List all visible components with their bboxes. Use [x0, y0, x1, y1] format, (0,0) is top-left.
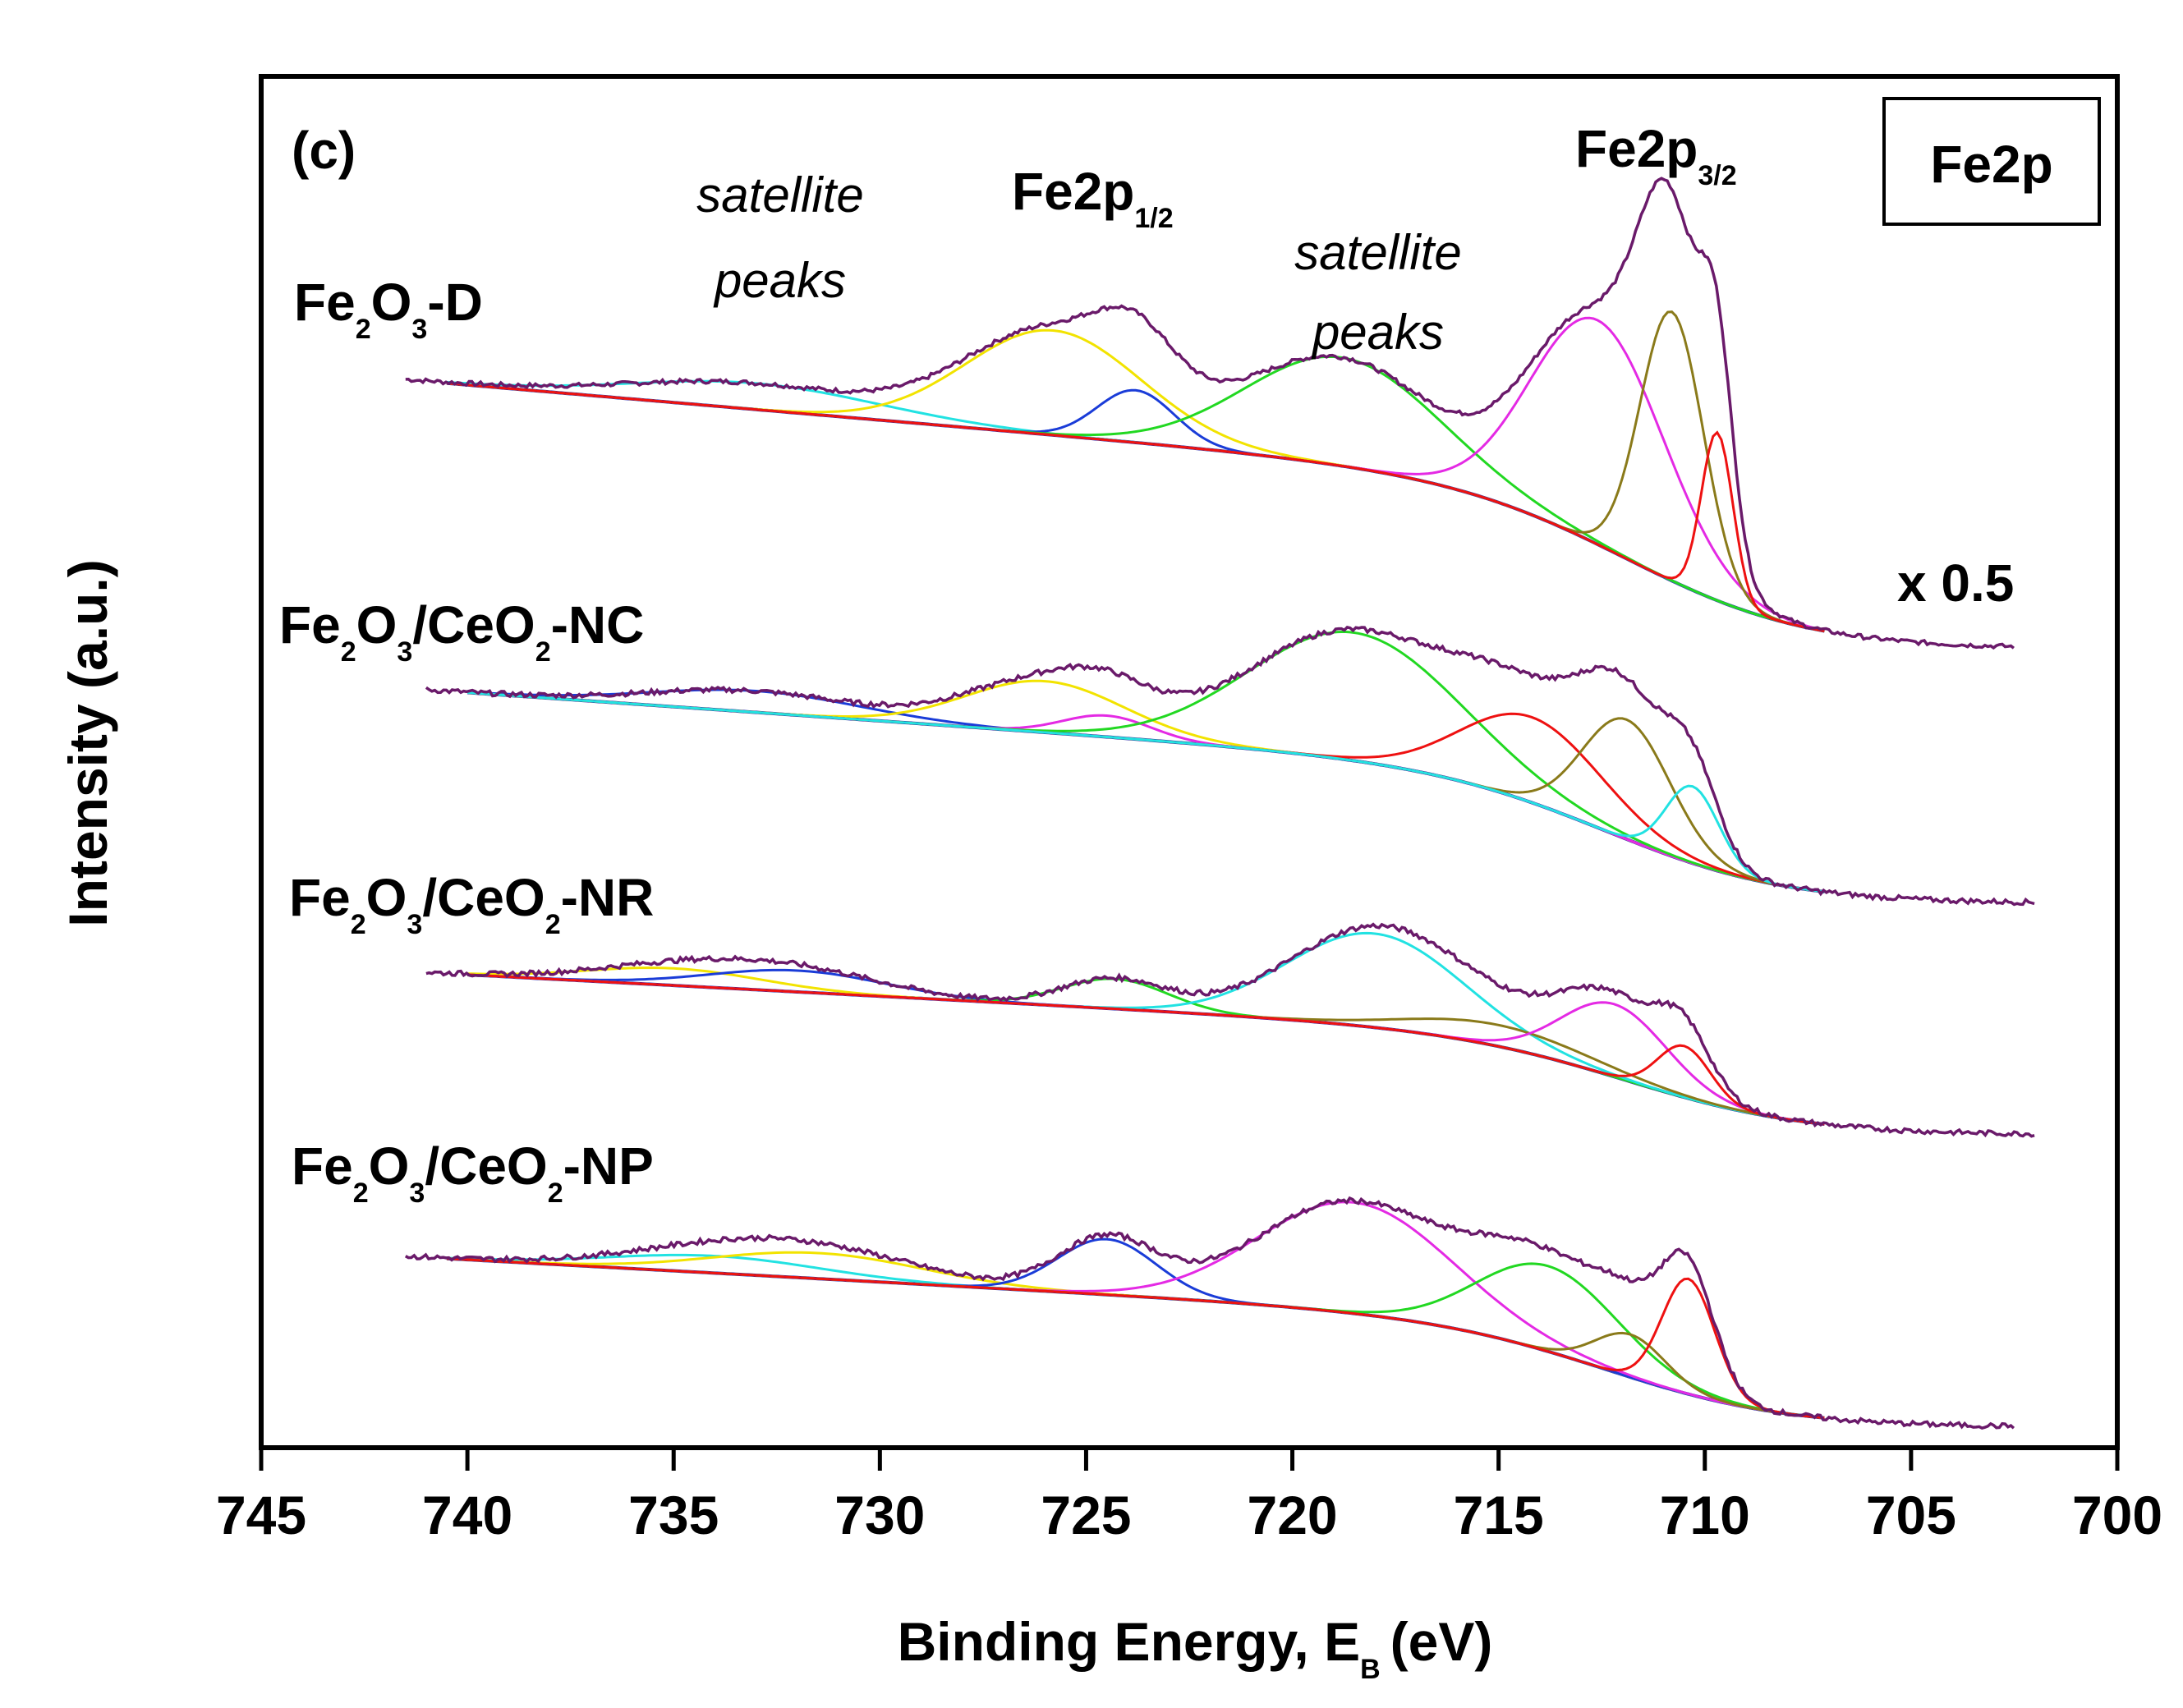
x-tick-label: 725 [1041, 1485, 1131, 1545]
x-tick-label: 700 [2072, 1485, 2162, 1545]
x-tick-label: 730 [834, 1485, 925, 1545]
x-tick-label: 745 [216, 1485, 306, 1545]
x-tick-label: 735 [628, 1485, 719, 1545]
fe2p32-main: Fe2p [1575, 119, 1698, 178]
series-label-np: Fe2O3/CeO2-NP [292, 1136, 654, 1209]
series-label-nr: Fe2O3/CeO2-NR [289, 868, 654, 940]
x-tick-label: 740 [422, 1485, 512, 1545]
scale-note: x 0.5 [1897, 553, 2014, 613]
x-tick-label: 705 [1866, 1485, 1956, 1545]
plot-frame [259, 74, 2120, 1450]
x-tick-label: 720 [1247, 1485, 1337, 1545]
fe2p12-sub: 1/2 [1134, 203, 1173, 234]
satellite-label-2-line1: satellite [1294, 225, 1461, 280]
x-axis-ticks: 745 740 735 730 725 720 715 710 705 700 [216, 1448, 2162, 1545]
series-2 [425, 922, 2035, 1138]
series-label-nc: Fe2O3/CeO2-NC [279, 595, 644, 668]
series-0 [405, 177, 2015, 650]
series-label-fe2o3-d: Fe2O3-D [294, 273, 483, 345]
fe2p32-sub: 3/2 [1698, 160, 1736, 191]
fe2p12-annotation: Fe2p1/2 [1012, 162, 1174, 234]
component-red [467, 973, 1825, 1126]
envelope-line [405, 177, 2015, 650]
satellite-label-2-line2: peaks [1311, 305, 1444, 360]
envelope-line [425, 625, 2035, 907]
y-axis-title: Intensity (a.u.) [57, 559, 118, 926]
x-tick-label: 710 [1660, 1485, 1750, 1545]
fe2p12-main: Fe2p [1012, 162, 1134, 221]
legend-box-text: Fe2p [1930, 135, 2052, 194]
satellite-label-1-line1: satellite [696, 168, 863, 223]
legend-box [1882, 97, 2101, 226]
fe2p32-annotation: Fe2p3/2 [1575, 119, 1737, 191]
x-tick-label: 715 [1454, 1485, 1544, 1545]
envelope-line [425, 922, 2035, 1138]
spectra-group [404, 177, 2035, 1430]
component-red [446, 382, 1825, 632]
series-1 [425, 625, 2035, 907]
x-axis-title: Binding Energy, EB (eV) [898, 1611, 1493, 1685]
series-3 [404, 1196, 2015, 1430]
panel-label: (c) [292, 121, 356, 180]
envelope-line [404, 1196, 2015, 1430]
component-red [446, 1257, 1825, 1420]
component-cyan [466, 691, 1825, 893]
satellite-label-1-line2: peaks [713, 253, 846, 308]
